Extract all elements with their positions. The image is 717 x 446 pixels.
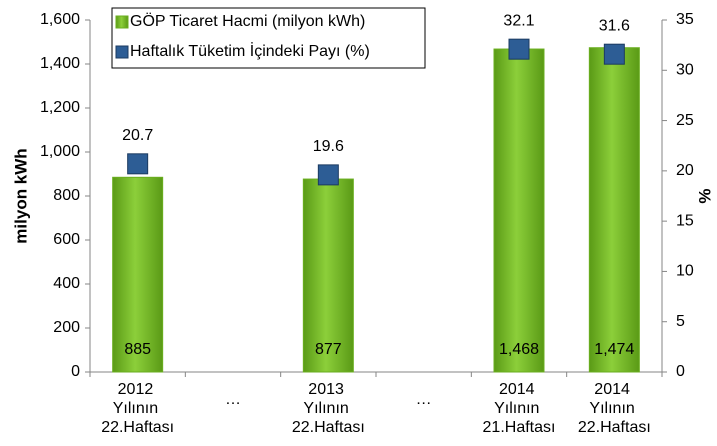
x-tick-label: 2013 Yılının 22.Haftası — [292, 381, 365, 436]
marker — [127, 153, 149, 175]
y-tick-label: 400 — [53, 275, 80, 292]
marker-value-label: 31.6 — [599, 17, 630, 34]
y-tick-label: 0 — [71, 363, 80, 380]
y2-tick-label: 0 — [676, 363, 685, 380]
bar-value-label: 885 — [124, 341, 151, 358]
marker — [317, 164, 339, 186]
y-tick-label: 1,400 — [40, 55, 80, 72]
x-tick-label: … — [416, 391, 432, 408]
bar-value-label: 1,474 — [594, 341, 634, 358]
y2-tick-label: 5 — [676, 313, 685, 330]
bar — [112, 176, 164, 373]
y-tick-label: 600 — [53, 231, 80, 248]
legend-label: GÖP Ticaret Hacmi (milyon kWh) — [130, 12, 365, 30]
y-axis-title: milyon kWh — [11, 148, 30, 243]
legend-swatch — [115, 15, 129, 29]
bar-value-label: 1,468 — [499, 341, 539, 358]
y2-tick-label: 15 — [676, 212, 694, 229]
bar-value-label: 877 — [315, 341, 342, 358]
y2-tick-label: 20 — [676, 162, 694, 179]
legend-swatch — [115, 45, 129, 59]
y2-axis-title: % — [695, 188, 714, 203]
y-tick-label: 1,000 — [40, 143, 80, 160]
bar — [493, 48, 545, 373]
x-tick-label: 2012 Yılının 22.Haftası — [101, 381, 174, 436]
x-tick-label: 2014 Yılının 21.Haftası — [483, 381, 556, 436]
y-tick-label: 200 — [53, 319, 80, 336]
marker-value-label: 32.1 — [503, 12, 534, 29]
y-tick-label: 800 — [53, 187, 80, 204]
y-tick-label: 1,200 — [40, 99, 80, 116]
marker-value-label: 19.6 — [313, 138, 344, 155]
x-tick-label: 2014 Yılının 22.Haftası — [578, 381, 651, 436]
y-tick-label: 1,600 — [40, 11, 80, 28]
legend-box — [111, 7, 426, 69]
y2-tick-label: 10 — [676, 263, 694, 280]
legend-label: Haftalık Tüketim İçindeki Payı (%) — [130, 41, 370, 60]
y2-tick-label: 25 — [676, 112, 694, 129]
marker — [508, 38, 530, 60]
x-tick-label: … — [225, 391, 241, 408]
y2-tick-label: 30 — [676, 62, 694, 79]
y2-tick-label: 35 — [676, 11, 694, 28]
bar — [588, 47, 640, 373]
marker — [603, 43, 625, 65]
marker-value-label: 20.7 — [122, 127, 153, 144]
bar — [302, 178, 354, 373]
